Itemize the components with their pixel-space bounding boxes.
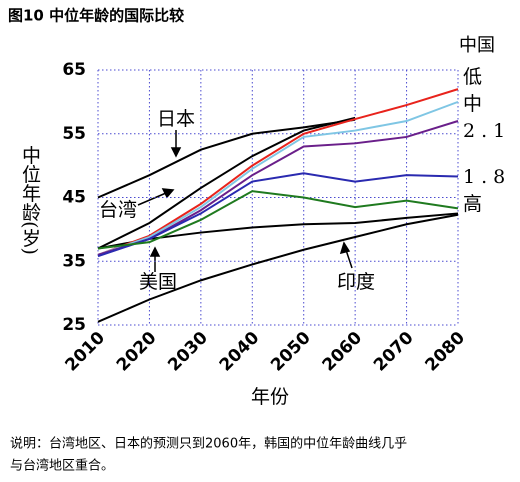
x-tick-label: 2050 [267,328,315,376]
x-tick-label: 2080 [421,328,469,376]
x-tick-label: 2040 [216,328,264,376]
y-tick-label: 25 [62,315,86,335]
series-label: 日本 [157,108,195,130]
y-tick-label: 65 [62,60,86,80]
arrow-head [149,246,161,257]
arrow [137,192,167,206]
series-line [97,118,356,199]
x-tick-label: 2030 [164,328,212,376]
x-axis-label: 年份 [251,386,289,408]
series-label: 中 [463,93,482,115]
arrow [345,249,353,269]
arrow-head [170,147,182,158]
y-tick-label: 55 [62,124,86,144]
series-label: 台湾 [99,199,137,221]
series-line [97,190,459,250]
series-label: 印度 [337,271,375,293]
chart-title: 图10 中位年龄的国际比较 [8,7,184,25]
arrow-head [161,188,175,199]
annotation-arrows [137,130,353,272]
y-tick-label: 45 [62,188,86,208]
x-tick-label: 2060 [319,328,367,376]
y-tick-label: 35 [62,251,86,271]
x-tick-label: 2070 [370,328,418,376]
series-line [97,88,459,256]
series-line [97,213,459,323]
series-line [97,100,459,256]
note: 说明：台湾地区、日本的预测只到2060年，韩国的中位年龄曲线几乎 [10,436,407,452]
series-label: 美国 [139,271,177,293]
series-label: 1.8 [463,166,511,188]
series-label: 高 [463,193,482,215]
series-line [97,212,459,250]
y-axis-label: 中位年龄(岁) [19,145,41,255]
china-label: 中国 [459,35,495,56]
series-line [97,172,459,258]
x-tick-label: 2020 [113,328,161,376]
note: 与台湾地区重合。 [10,458,114,474]
series-label: 2.1 [463,120,511,142]
series-line [97,116,356,250]
series-label: 低 [463,66,482,88]
arrow-head [339,241,351,255]
